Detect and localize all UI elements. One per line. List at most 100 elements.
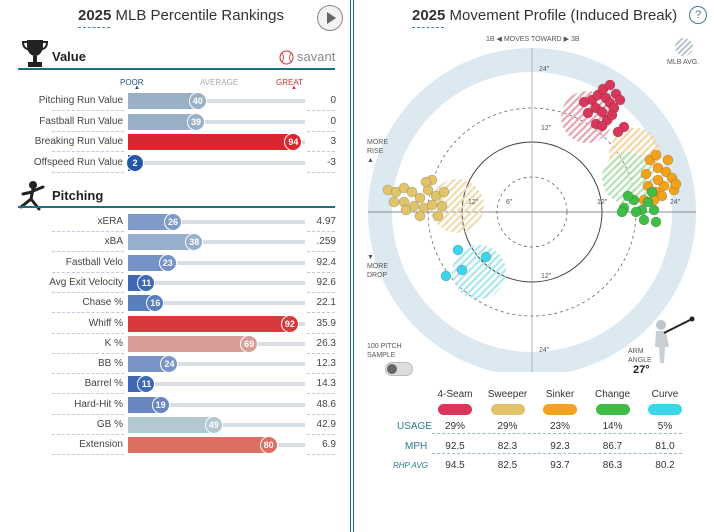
pitch-color-swatch [648, 404, 682, 415]
pitch-dot [596, 120, 608, 132]
play-button[interactable] [317, 5, 343, 31]
avg-change [602, 152, 654, 204]
movement-plot [368, 48, 696, 372]
pitch-dot [650, 149, 662, 161]
scale-average: AVERAGE [200, 78, 239, 87]
usage-label: USAGE [397, 421, 433, 432]
metric-label: Offspeed Run Value [33, 156, 123, 168]
percentile-bubble: 40 [188, 92, 207, 110]
moves-toward: 1B ◀ MOVES TOWARD ▶ 3B [486, 36, 580, 43]
metric-label: Extension [79, 439, 123, 451]
pitch-dot [638, 214, 650, 226]
pitch-usage: 23% [549, 421, 570, 432]
percentile-bubble: 94 [284, 133, 303, 151]
pitch-dot [622, 190, 634, 202]
pitch-dot [612, 126, 624, 138]
pitch-dot [662, 154, 674, 166]
avg-curve [452, 245, 506, 299]
ring-label-left-12: 12" [468, 199, 479, 206]
percentile-bubble: 16 [146, 294, 165, 313]
percentile-bubble: 92 [280, 314, 299, 333]
metric-value: 12.3 [316, 358, 336, 370]
pitcher-icon [19, 181, 45, 211]
metric-label: Barrel % [84, 378, 123, 390]
metric-label: Avg Exit Velocity [49, 276, 123, 288]
metric-value: 6.9 [322, 439, 336, 451]
pitch-dot [578, 96, 590, 108]
metric-label: xERA [97, 216, 123, 227]
pitch-name: Change [594, 389, 631, 400]
metric-value: 42.9 [316, 419, 336, 430]
scale-great: GREAT [276, 78, 303, 87]
pitch-mph: 86.7 [602, 441, 623, 452]
pitch-usage: 14% [602, 421, 623, 432]
metric-value: 22.1 [316, 297, 336, 309]
percentile-title: 2025 MLB Percentile Rankings [78, 7, 284, 24]
percentile-bubble: 38 [185, 233, 204, 252]
pitch-mph: 82.3 [497, 441, 518, 452]
pitch-color-swatch [543, 404, 577, 415]
metric-value: 14.3 [316, 378, 336, 390]
metric-value: 4.97 [316, 216, 336, 227]
pitch-mph: 92.3 [550, 441, 570, 452]
percentile-bar [128, 134, 295, 150]
percentile-bar [128, 437, 270, 454]
metric-value: 92.6 [316, 276, 336, 288]
metric-label: Pitching Run Value [38, 95, 123, 106]
help-button[interactable]: ? [689, 6, 707, 24]
ring-label-right-24: 24" [670, 199, 681, 206]
percentile-bubble: 80 [259, 436, 278, 455]
mlb-avg-icon [675, 38, 693, 56]
pitch-dot [582, 107, 594, 119]
pitch-name: Sinker [545, 389, 575, 400]
metric-value: 48.6 [316, 398, 336, 410]
pitch-rhp-avg: 86.3 [602, 460, 623, 471]
sample-toggle[interactable] [385, 362, 413, 376]
pitch-dot [652, 174, 664, 186]
percentile-bar [128, 335, 251, 352]
percentile-bubble: 2 [126, 153, 144, 172]
ring-label-bottom-24: 24" [539, 347, 550, 354]
metric-value: 26.3 [316, 337, 336, 349]
percentile-bubble: 49 [204, 416, 223, 434]
arm-angle-label: ARM ANGLE [628, 348, 652, 364]
percentile-bubble: 11 [137, 273, 156, 292]
pitch-dot [456, 264, 468, 276]
pitch-dot [436, 200, 448, 212]
metric-label: Fastball Velo [65, 256, 123, 268]
metric-label: Whiff % [88, 317, 123, 329]
pitch-dot [614, 94, 626, 106]
pitch-dot [420, 176, 432, 188]
percentile-bar [128, 417, 215, 433]
percentile-bubble: 26 [164, 213, 183, 231]
pitch-rhp-avg: 94.5 [445, 460, 465, 471]
play-icon [327, 12, 336, 24]
percentile-bubble: 11 [137, 375, 156, 394]
pitch-dot [640, 168, 652, 180]
ring-label-right-12: 12" [597, 199, 608, 206]
savant-link[interactable]: savant [297, 49, 336, 64]
pitch-dot [440, 270, 452, 282]
arm-angle-figure-icon [655, 316, 695, 363]
metric-value: 0 [330, 95, 336, 106]
pitch-dot [616, 206, 628, 218]
pitch-rhp-avg: 80.2 [655, 460, 675, 471]
percentile-bar [128, 113, 198, 130]
percentile-bubble: 39 [187, 112, 206, 131]
baseball-icon [279, 50, 294, 65]
metric-value: 3 [330, 136, 336, 147]
percentile-bubble: 24 [160, 355, 179, 374]
metric-label: BB % [97, 358, 123, 370]
pitch-dot [670, 178, 682, 190]
pitch-dot [400, 204, 412, 216]
percentile-bar [128, 234, 196, 251]
more-drop-label: ▼ MORE DROP [367, 254, 388, 279]
pitch-dot [414, 192, 426, 204]
pitch-mph: 81.0 [655, 441, 675, 452]
arm-angle-value: 27° [633, 364, 650, 376]
metric-value: 0 [330, 115, 336, 127]
metric-label: Fastball Run Value [39, 115, 123, 127]
percentile-bubble: 23 [158, 253, 177, 272]
movement-title: 2025 Movement Profile (Induced Break) [412, 7, 678, 24]
pitch-dot [414, 210, 426, 222]
